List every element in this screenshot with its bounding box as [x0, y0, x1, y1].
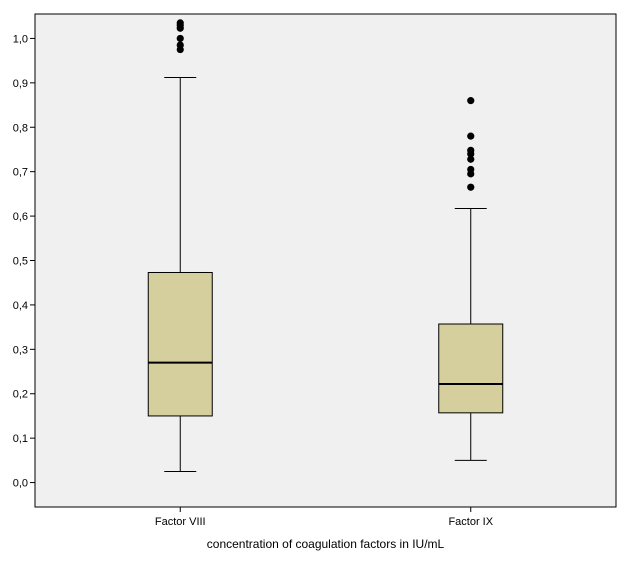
outlier-point	[176, 34, 184, 43]
outlier-point	[467, 165, 475, 174]
plot-area	[34, 13, 617, 508]
y-tick-label: 0,0	[13, 478, 28, 490]
y-tick-label: 0,4	[13, 300, 28, 312]
x-axis-title: concentration of coagulation factors in …	[207, 537, 445, 551]
outlier-point	[467, 155, 475, 163]
y-tick-label: 0,2	[13, 389, 28, 401]
y-tick-label: 0,6	[13, 211, 28, 223]
box-1	[438, 97, 504, 461]
y-axis: 0,0 0,1 0,2 0,3 0,4 0,5 0,6 0,7 0,8 0,9 1,0	[13, 33, 35, 490]
y-tick-label: 0,8	[13, 122, 28, 134]
outlier-point	[467, 146, 475, 154]
outlier-point	[176, 19, 184, 27]
y-tick-label: 0,3	[13, 344, 28, 356]
y-tick-label: 0,7	[13, 167, 28, 179]
outlier-point	[467, 183, 475, 191]
boxes	[147, 19, 504, 472]
iqr-box	[147, 271, 213, 417]
y-tick-label: 0,9	[13, 78, 28, 90]
y-tick-label: 0,5	[13, 256, 28, 268]
y-tick-label: 1,0	[13, 33, 28, 45]
outlier-point	[467, 97, 475, 105]
outlier-point	[176, 41, 184, 49]
x-axis: Factor VIII Factor IX	[155, 507, 494, 528]
x-category-label: Factor VIII	[155, 516, 206, 528]
outlier-point	[467, 132, 475, 140]
iqr-box	[438, 323, 504, 414]
y-tick-label: 0,1	[13, 433, 28, 445]
x-category-label: Factor IX	[448, 516, 493, 528]
box-0	[147, 19, 213, 472]
